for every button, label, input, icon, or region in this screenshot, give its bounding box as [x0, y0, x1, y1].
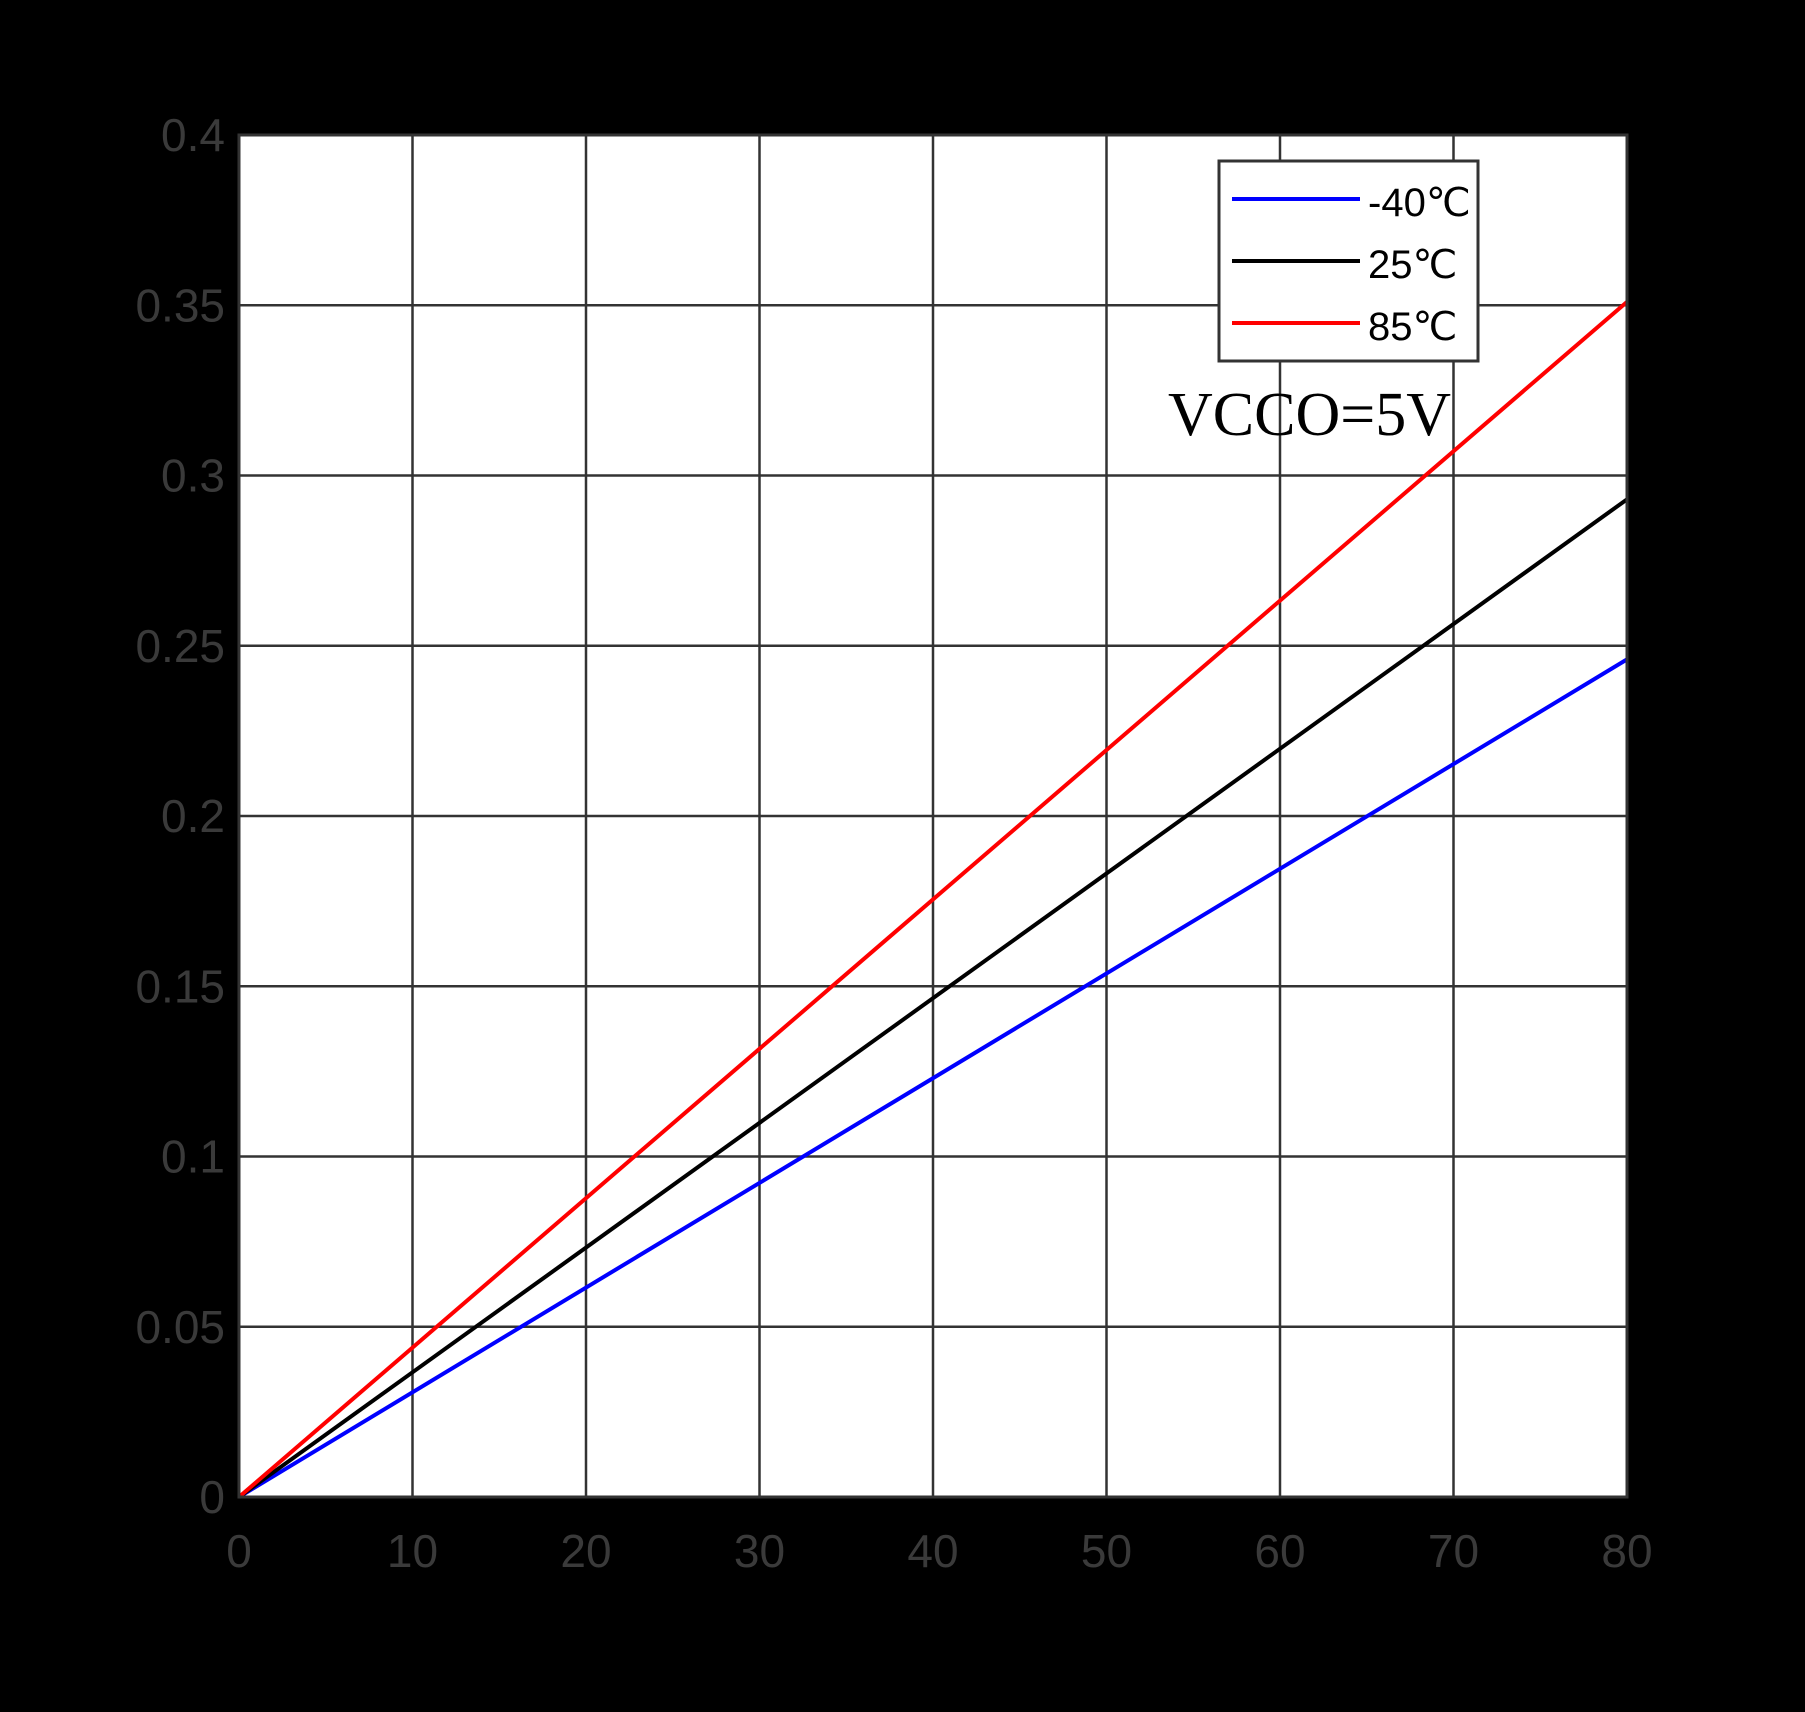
x-tick-label: 40 [907, 1525, 958, 1577]
y-tick-label: 0.15 [135, 960, 225, 1012]
y-tick-label: 0.2 [161, 790, 225, 842]
series-line [237, 497, 1629, 1499]
series-line [237, 657, 1629, 1499]
y-tick-label: 0.05 [135, 1301, 225, 1353]
x-tick-label: 0 [226, 1525, 252, 1577]
x-tick-label: 30 [734, 1525, 785, 1577]
legend-label: 85℃ [1368, 305, 1457, 349]
annotation-vcco: VCCO=5V [1168, 381, 1451, 449]
x-tick-label: 70 [1428, 1525, 1479, 1577]
series-line [237, 300, 1629, 1499]
legend-label: -40℃ [1368, 181, 1471, 225]
x-tick-label: 20 [560, 1525, 611, 1577]
x-tick-labels: 0 10 20 30 40 50 60 70 80 [226, 1525, 1652, 1577]
y-tick-label: 0.3 [161, 450, 225, 502]
y-tick-label: 0.1 [161, 1131, 225, 1183]
plot-frame [237, 133, 1629, 1499]
y-tick-label: 0.4 [161, 109, 225, 161]
y-tick-labels: 0 0.05 0.1 0.15 0.2 0.25 0.3 0.35 0.4 [135, 109, 225, 1523]
x-tick-label: 50 [1081, 1525, 1132, 1577]
y-tick-label: 0.35 [135, 279, 225, 331]
legend: -40℃ 25℃ 85℃ [1217, 159, 1480, 363]
series-lines [237, 300, 1629, 1499]
x-tick-label: 80 [1601, 1525, 1652, 1577]
y-tick-label: 0 [199, 1471, 225, 1523]
legend-label: 25℃ [1368, 243, 1457, 287]
x-tick-label: 10 [387, 1525, 438, 1577]
y-tick-label: 0.25 [135, 620, 225, 672]
x-tick-label: 60 [1254, 1525, 1305, 1577]
